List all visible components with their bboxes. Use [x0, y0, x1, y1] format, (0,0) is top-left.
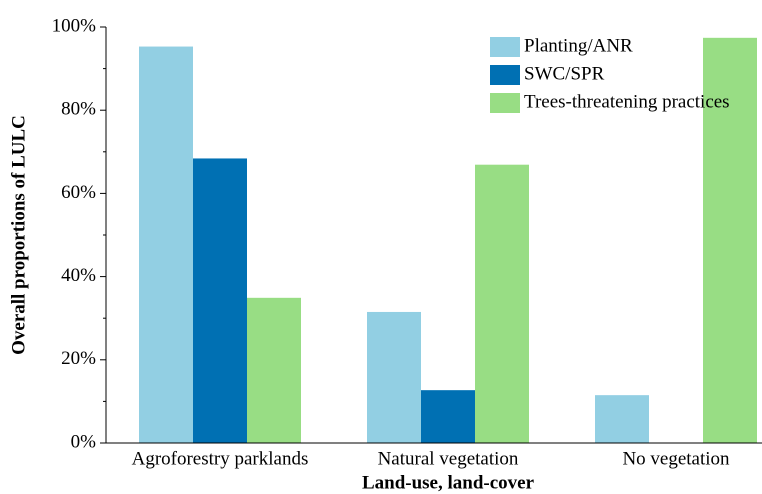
y-tick-label: 0% — [71, 431, 97, 452]
y-axis-label: Overall proportions of LULC — [8, 115, 29, 355]
legend-label: Planting/ANR — [524, 35, 633, 56]
bar — [703, 37, 757, 443]
bar — [421, 390, 475, 443]
x-tick-label: No vegetation — [622, 448, 730, 469]
y-tick-label: 60% — [61, 182, 96, 203]
y-tick-label: 40% — [61, 265, 96, 286]
bar — [595, 395, 649, 443]
y-tick-label: 80% — [61, 99, 96, 120]
bar — [139, 46, 193, 443]
legend-label: Trees-threatening practices — [524, 91, 730, 112]
bar — [367, 311, 421, 443]
bar — [475, 164, 529, 444]
bar — [247, 297, 301, 443]
legend-swatch — [490, 37, 520, 57]
legend-swatch — [490, 93, 520, 113]
y-tick-label: 20% — [61, 348, 96, 369]
y-tick-label: 100% — [52, 15, 97, 36]
x-axis-label: Land-use, land-cover — [362, 472, 535, 493]
legend-label: SWC/SPR — [524, 63, 605, 84]
legend-swatch — [490, 65, 520, 85]
x-tick-label: Agroforestry parklands — [132, 448, 309, 469]
bar — [193, 158, 247, 443]
x-tick-label: Natural vegetation — [378, 448, 519, 469]
